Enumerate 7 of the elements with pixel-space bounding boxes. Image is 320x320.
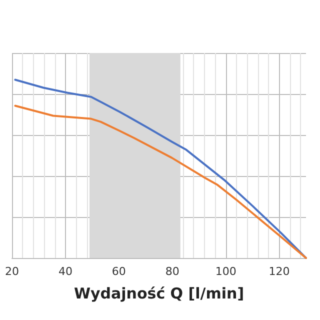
x-tick-label: 20: [5, 265, 19, 278]
x-tick-label: 100: [215, 265, 236, 278]
x-axis-title: Wydajność Q [l/min]: [74, 284, 244, 302]
x-tick-label: 60: [112, 265, 126, 278]
x-tick-label: 40: [58, 265, 72, 278]
x-tick-label: 80: [165, 265, 180, 278]
x-tick-label: 120: [268, 265, 290, 278]
